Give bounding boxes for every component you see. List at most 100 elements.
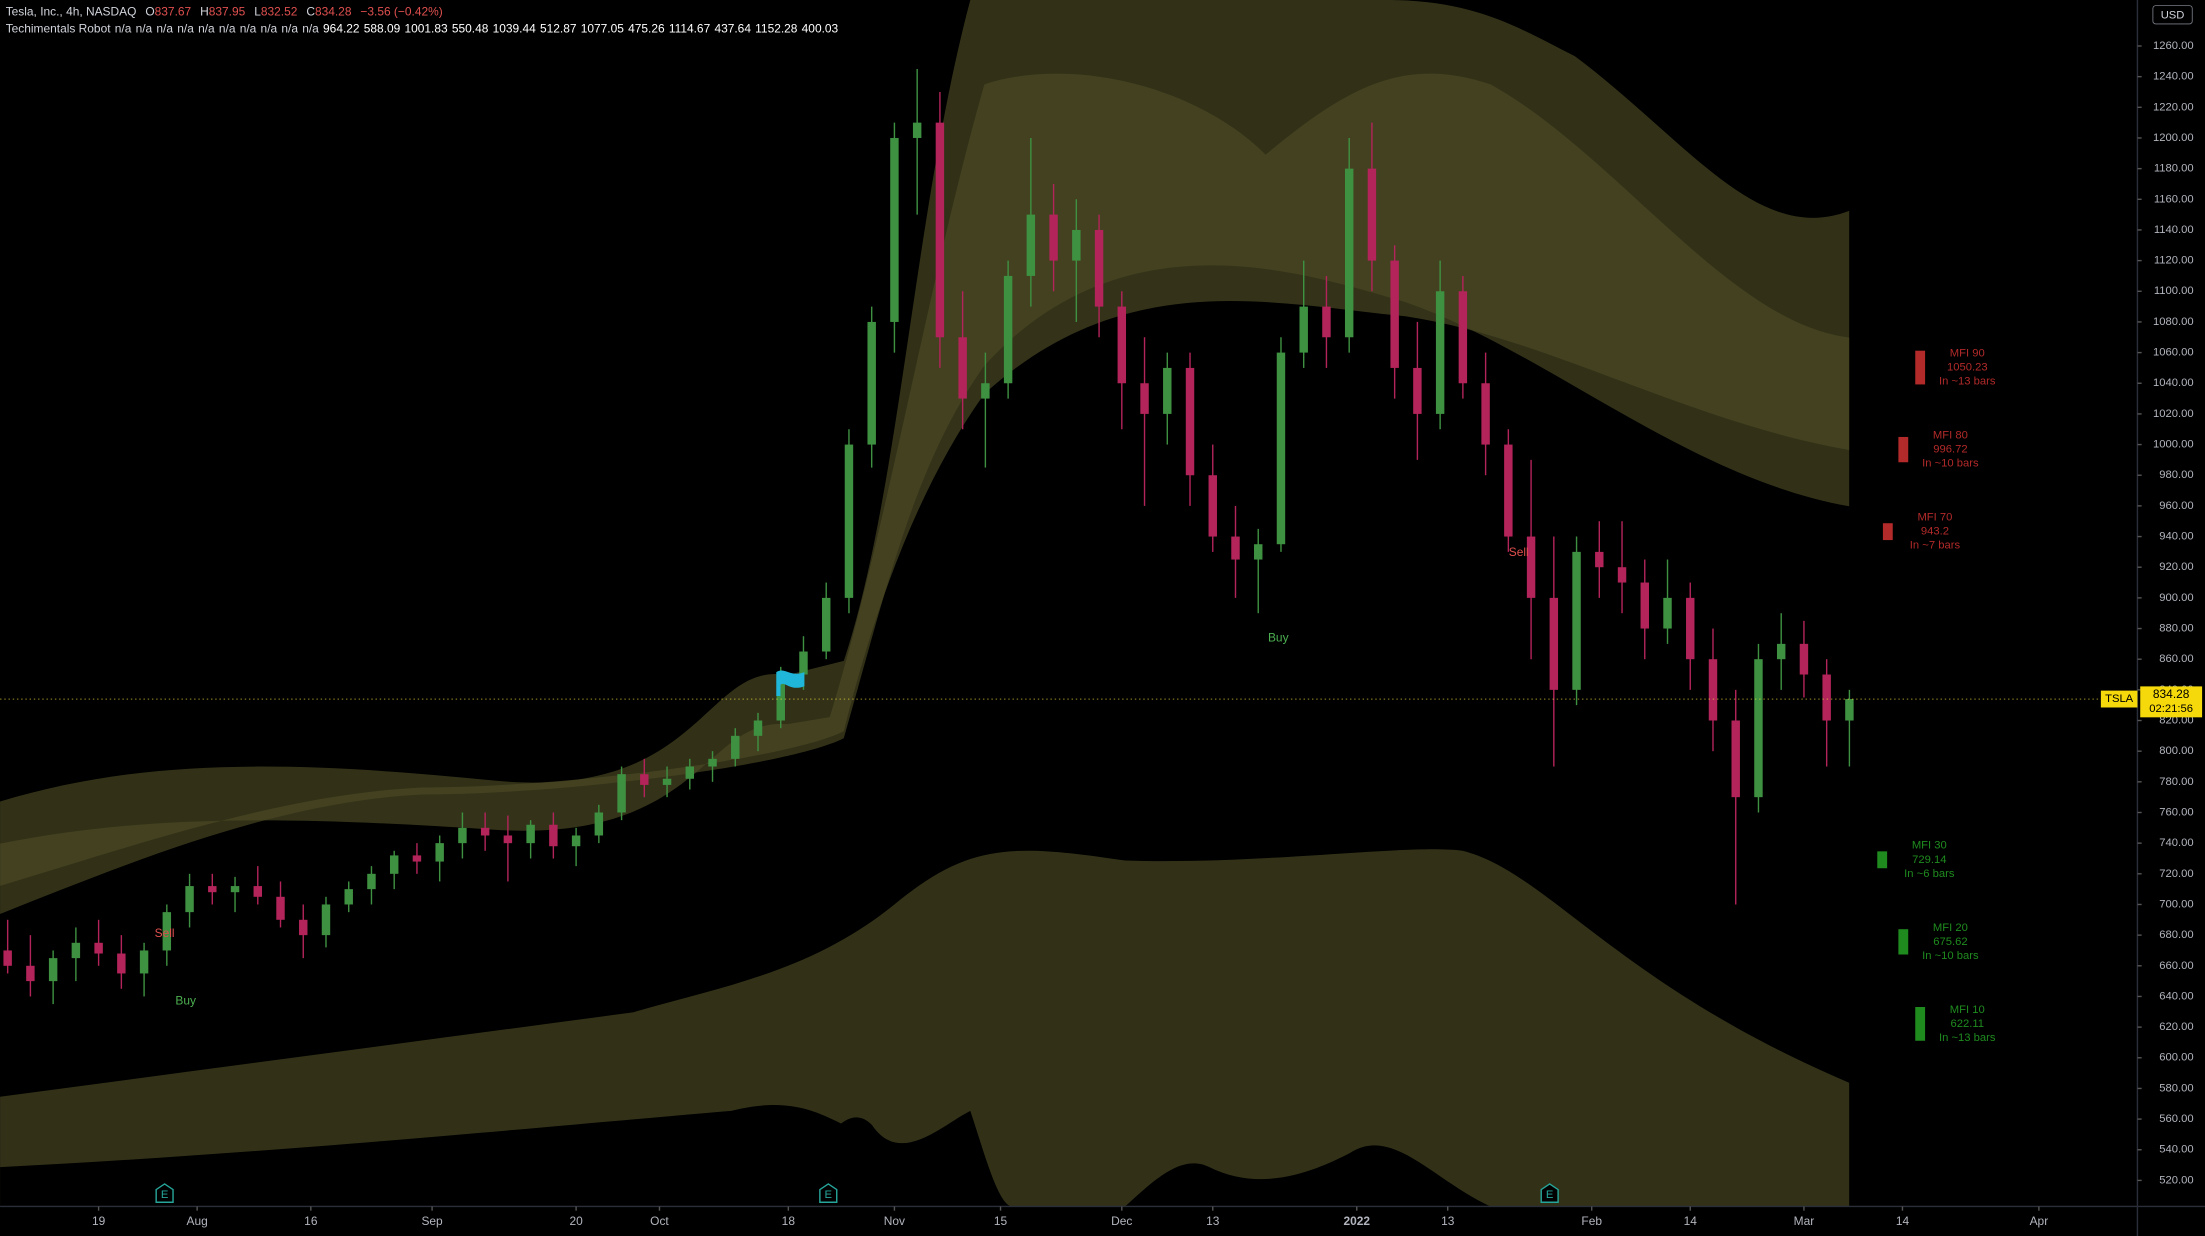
earnings-label: E (161, 1189, 169, 1201)
indicator-value: n/a (156, 22, 173, 36)
mfi-value: 1050.23 (1947, 362, 1988, 374)
indicator-value: n/a (177, 22, 194, 36)
candle-body (1344, 168, 1354, 338)
candle-body (71, 942, 81, 959)
candle-body (1799, 643, 1809, 675)
y-tick-label: 980.00 (2159, 469, 2193, 481)
indicator-value: n/a (136, 22, 153, 36)
indicator-value: n/a (240, 22, 257, 36)
mfi-box (1915, 1007, 1926, 1041)
candle-body (208, 886, 217, 893)
y-tick-label: 880.00 (2159, 622, 2193, 634)
candle-body (890, 137, 899, 322)
y-tick-label: 1180.00 (2154, 163, 2194, 175)
candle-body (435, 843, 444, 862)
candle-body (458, 827, 467, 844)
candle-body (1504, 444, 1513, 537)
signal-label: Buy (1268, 631, 1289, 645)
candle-body (640, 774, 649, 785)
indicator-value: 512.87 (540, 22, 577, 36)
indicator-value: 1077.05 (581, 22, 625, 36)
y-tick-label: 1000.00 (2153, 439, 2194, 451)
candle-body (1185, 367, 1195, 476)
ohlc-value: 837.95 (209, 5, 246, 19)
currency[interactable]: USD (2161, 9, 2185, 21)
y-tick-label: 960.00 (2159, 500, 2193, 512)
x-tick-label: 14 (1896, 1214, 1910, 1228)
mfi-name: MFI 70 (1917, 512, 1952, 524)
y-tick-label: 520.00 (2159, 1174, 2193, 1186)
candle-body (1413, 367, 1422, 414)
candle-body (1208, 475, 1217, 537)
y-tick-label: 1200.00 (2153, 132, 2194, 144)
candle-body (1163, 367, 1172, 414)
candle-body (1367, 168, 1377, 261)
candle-body (958, 337, 967, 399)
candle-body (1026, 214, 1036, 276)
candle-body (526, 824, 535, 844)
ohlc-label: O (145, 5, 154, 19)
candle-body (662, 778, 672, 785)
earnings-icon (819, 1183, 838, 1203)
candle-body (230, 886, 240, 893)
mfi-box (1898, 436, 1909, 463)
y-tick-label: 1100.00 (2154, 285, 2194, 297)
candle-body (1231, 536, 1240, 560)
currency-box[interactable] (2152, 5, 2193, 25)
earnings-icon (1540, 1183, 1559, 1203)
y-tick-label: 740.00 (2159, 837, 2193, 849)
y-tick-label: 1160.00 (2154, 193, 2194, 205)
mfi-value: 996.72 (1933, 444, 1967, 456)
mfi-name: MFI 90 (1950, 347, 1985, 359)
candle-body (571, 835, 581, 847)
candle-body (185, 886, 194, 913)
candle-body (1617, 567, 1627, 583)
y-tick-label: 720.00 (2159, 868, 2193, 880)
mfi-box (1882, 523, 1893, 541)
candle-body (776, 674, 785, 721)
candle-body (299, 919, 308, 936)
y-tick-label: 900.00 (2159, 592, 2193, 604)
candle-body (821, 597, 831, 652)
candle-body (1254, 544, 1263, 560)
mfi-box (1877, 851, 1888, 869)
x-tick-label: 20 (569, 1214, 583, 1228)
candle-body (1686, 597, 1695, 660)
mfi-name: MFI 20 (1933, 922, 1968, 934)
candle-body (912, 122, 922, 138)
candle-body (1640, 582, 1649, 629)
candle-body (162, 912, 172, 951)
indicator-value: 400.03 (802, 22, 839, 36)
symbol-tag-box (2100, 690, 2138, 708)
indicator-value: n/a (281, 22, 298, 36)
x-tick-label: 13 (1206, 1214, 1220, 1228)
earnings-label: E (825, 1189, 833, 1201)
candle-body (1481, 383, 1490, 445)
indicator-value: 550.48 (452, 22, 489, 36)
candle-body (1276, 352, 1286, 545)
candle-body (1003, 275, 1013, 384)
candle-body (1322, 306, 1331, 338)
mfi-value: 729.14 (1912, 854, 1946, 866)
candle-body (799, 651, 808, 675)
y-tick-label: 1260.00 (2153, 40, 2194, 52)
signal-label: Buy (175, 993, 196, 1007)
price-value: 834.28 (2153, 687, 2190, 701)
ohlc-value: 832.52 (261, 5, 298, 19)
mfi-eta: In ~10 bars (1922, 950, 1979, 962)
candle-body (753, 720, 763, 736)
flag-icon (776, 670, 805, 697)
x-tick-label: Aug (187, 1214, 208, 1228)
y-tick-label: 1240.00 (2153, 71, 2194, 83)
candle-body (594, 812, 604, 836)
candle-body (617, 774, 626, 813)
mfi-name: MFI 30 (1912, 840, 1947, 852)
candle-body (276, 896, 285, 920)
ohlc-label: C (306, 5, 315, 19)
candle-body (1072, 229, 1081, 261)
candle-body (1117, 306, 1127, 384)
x-tick-label: 2022 (1343, 1214, 1370, 1228)
indicator-value: n/a (115, 22, 132, 36)
candle-body (321, 904, 331, 936)
indicator-value: n/a (261, 22, 278, 36)
